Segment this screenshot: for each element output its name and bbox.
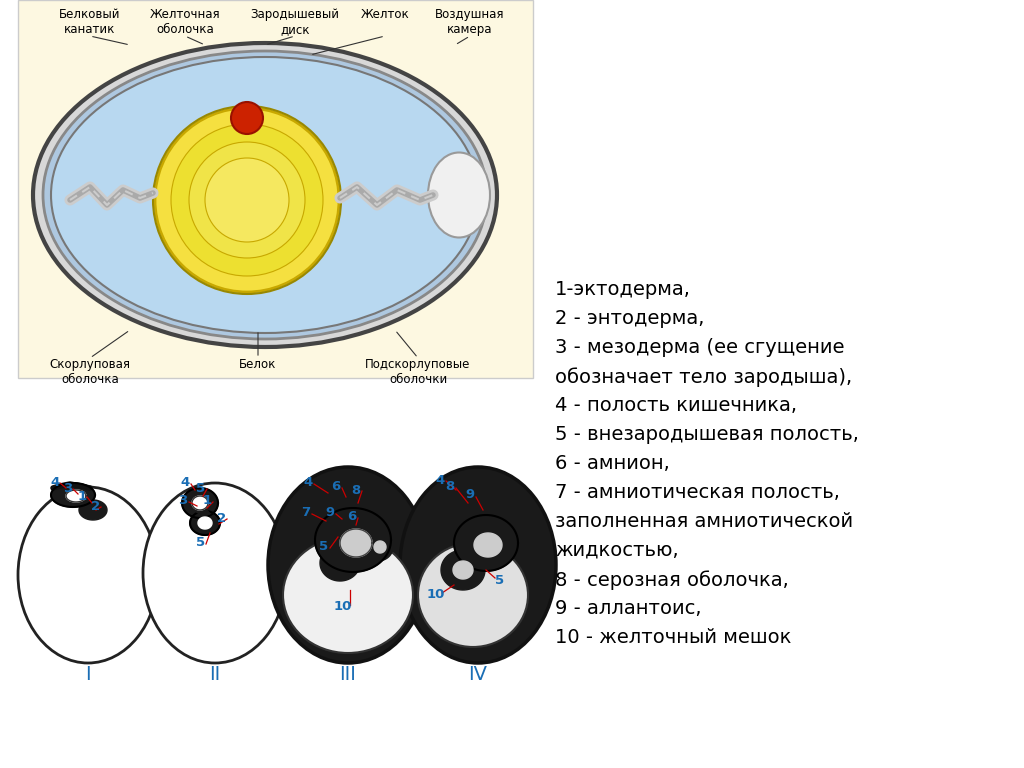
Ellipse shape (418, 543, 528, 647)
Text: заполненная амниотической: заполненная амниотической (555, 512, 853, 531)
Polygon shape (474, 533, 502, 557)
Polygon shape (193, 510, 210, 514)
Text: Зародышевый
диск: Зародышевый диск (251, 8, 340, 36)
Text: Желток: Желток (360, 8, 410, 21)
Text: II: II (209, 666, 220, 684)
Text: 5: 5 (197, 482, 206, 495)
Polygon shape (198, 517, 212, 529)
Text: 10: 10 (334, 601, 352, 614)
Ellipse shape (268, 467, 428, 663)
Text: Желточная
оболочка: Желточная оболочка (150, 8, 220, 36)
Polygon shape (315, 508, 391, 572)
Text: 7: 7 (301, 507, 310, 519)
Polygon shape (321, 545, 360, 581)
Polygon shape (441, 550, 485, 590)
Ellipse shape (51, 57, 479, 333)
Polygon shape (340, 529, 372, 557)
Polygon shape (193, 496, 208, 510)
Text: 2: 2 (91, 499, 100, 512)
Ellipse shape (33, 43, 497, 347)
Text: 10 - желточный мешок: 10 - желточный мешок (555, 628, 792, 647)
Circle shape (155, 108, 339, 292)
Text: Белковый
канатик: Белковый канатик (59, 8, 121, 36)
Text: IV: IV (469, 666, 487, 684)
Polygon shape (51, 483, 95, 507)
Text: I: I (85, 666, 91, 684)
Text: Воздушная
камера: Воздушная камера (435, 8, 505, 36)
Text: 4: 4 (303, 476, 312, 489)
Text: обозначает тело зародыша),: обозначает тело зародыша), (555, 367, 852, 386)
Text: 5: 5 (319, 541, 329, 554)
Text: 8 - серозная оболочка,: 8 - серозная оболочка, (555, 570, 788, 590)
Polygon shape (454, 515, 518, 571)
Text: жидкостью,: жидкостью, (555, 541, 679, 560)
Text: 5: 5 (496, 574, 505, 587)
Text: 2 - энтодерма,: 2 - энтодерма, (555, 309, 705, 328)
Polygon shape (182, 488, 218, 518)
Text: 6: 6 (347, 511, 356, 524)
Polygon shape (453, 561, 473, 579)
Polygon shape (79, 500, 106, 520)
Ellipse shape (18, 487, 158, 663)
Text: 5: 5 (197, 537, 206, 549)
FancyBboxPatch shape (18, 0, 534, 378)
Text: Скорлуповая
оболочка: Скорлуповая оболочка (49, 358, 130, 386)
Text: Подскорлуповые
оболочки: Подскорлуповые оболочки (366, 358, 471, 386)
Text: Белок: Белок (240, 358, 276, 371)
Text: 8: 8 (445, 481, 455, 494)
Text: 10: 10 (427, 588, 445, 601)
Text: 8: 8 (351, 484, 360, 496)
Polygon shape (364, 533, 393, 561)
Circle shape (189, 142, 305, 258)
Text: 5 - внезародышевая полость,: 5 - внезародышевая полость, (555, 425, 859, 444)
Circle shape (205, 158, 289, 242)
Text: 3 - мезодерма (ее сгущение: 3 - мезодерма (ее сгущение (555, 338, 845, 357)
Text: 7 - амниотическая полость,: 7 - амниотическая полость, (555, 483, 840, 502)
Polygon shape (374, 541, 386, 553)
Text: 4: 4 (50, 475, 59, 488)
Text: 3: 3 (63, 482, 73, 495)
Text: 4: 4 (180, 476, 189, 489)
Text: 1-эктодерма,: 1-эктодерма, (555, 280, 691, 299)
Circle shape (231, 102, 263, 134)
Text: 9: 9 (326, 507, 335, 519)
Ellipse shape (43, 51, 487, 339)
Polygon shape (66, 490, 86, 502)
Text: 9 - аллантоис,: 9 - аллантоис, (555, 599, 701, 618)
Ellipse shape (400, 467, 556, 663)
Text: 1: 1 (78, 489, 87, 502)
Text: 4 - полость кишечника,: 4 - полость кишечника, (555, 396, 797, 415)
Text: 6: 6 (332, 481, 341, 494)
Text: 6 - амнион,: 6 - амнион, (555, 454, 670, 473)
Circle shape (171, 124, 323, 276)
Text: 3: 3 (178, 495, 187, 508)
Text: III: III (340, 666, 356, 684)
Polygon shape (190, 511, 220, 535)
Ellipse shape (283, 537, 413, 653)
Ellipse shape (143, 483, 287, 663)
Text: 9: 9 (466, 488, 474, 502)
Ellipse shape (428, 153, 490, 237)
Text: 2: 2 (217, 511, 226, 525)
Text: 1: 1 (203, 495, 212, 508)
Text: 4: 4 (435, 474, 444, 486)
